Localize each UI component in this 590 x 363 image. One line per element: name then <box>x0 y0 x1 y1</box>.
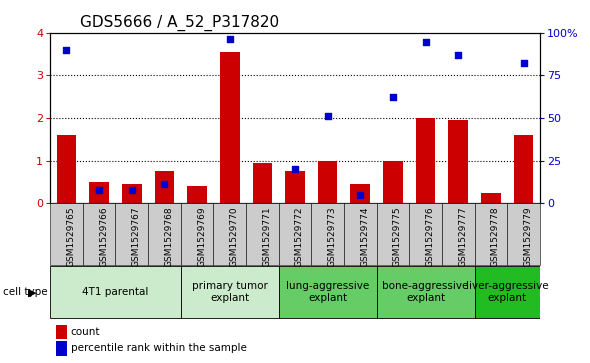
Bar <box>50 203 83 265</box>
Bar <box>187 186 207 203</box>
Text: GSM1529768: GSM1529768 <box>165 206 173 267</box>
Text: GSM1529779: GSM1529779 <box>523 206 533 267</box>
Text: count: count <box>71 327 100 337</box>
Bar <box>312 203 344 265</box>
Text: GSM1529769: GSM1529769 <box>197 206 206 267</box>
Bar <box>278 203 312 265</box>
Bar <box>57 135 76 203</box>
Bar <box>122 184 142 203</box>
Bar <box>181 266 278 318</box>
Bar <box>481 193 501 203</box>
Bar <box>220 52 240 203</box>
Bar <box>409 203 442 265</box>
Point <box>290 166 300 172</box>
Text: GDS5666 / A_52_P317820: GDS5666 / A_52_P317820 <box>80 15 278 31</box>
Text: GSM1529777: GSM1529777 <box>458 206 467 267</box>
Bar <box>350 184 370 203</box>
Text: bone-aggressive
explant: bone-aggressive explant <box>382 281 469 303</box>
Point <box>127 188 136 193</box>
Bar <box>83 203 116 265</box>
Text: GSM1529775: GSM1529775 <box>393 206 402 267</box>
Bar <box>116 203 148 265</box>
Bar <box>50 266 181 318</box>
Text: GSM1529774: GSM1529774 <box>360 206 369 267</box>
Bar <box>278 266 376 318</box>
Bar <box>376 266 474 318</box>
Bar <box>448 120 468 203</box>
Text: GSM1529771: GSM1529771 <box>263 206 271 267</box>
Bar <box>376 203 409 265</box>
Bar <box>416 118 435 203</box>
Point <box>323 113 332 119</box>
Text: 4T1 parental: 4T1 parental <box>82 287 149 297</box>
Text: liver-aggressive
explant: liver-aggressive explant <box>466 281 549 303</box>
Bar <box>89 182 109 203</box>
Bar <box>246 203 278 265</box>
Text: primary tumor
explant: primary tumor explant <box>192 281 268 303</box>
Point <box>62 47 71 53</box>
Text: GSM1529770: GSM1529770 <box>230 206 239 267</box>
Text: GSM1529778: GSM1529778 <box>491 206 500 267</box>
Text: lung-aggressive
explant: lung-aggressive explant <box>286 281 369 303</box>
Text: GSM1529776: GSM1529776 <box>425 206 435 267</box>
Bar <box>181 203 214 265</box>
Text: cell type: cell type <box>3 287 48 297</box>
Bar <box>383 160 403 203</box>
Bar <box>442 203 474 265</box>
Point <box>94 188 104 193</box>
Bar <box>507 203 540 265</box>
Bar <box>474 203 507 265</box>
Point <box>356 192 365 197</box>
Bar <box>285 171 305 203</box>
Text: GSM1529772: GSM1529772 <box>295 206 304 267</box>
Point <box>225 36 234 42</box>
Text: GSM1529773: GSM1529773 <box>327 206 337 267</box>
Text: percentile rank within the sample: percentile rank within the sample <box>71 343 247 354</box>
Text: GSM1529765: GSM1529765 <box>67 206 76 267</box>
Text: GSM1529766: GSM1529766 <box>99 206 108 267</box>
Bar <box>514 135 533 203</box>
Point <box>388 94 398 99</box>
Text: GSM1529767: GSM1529767 <box>132 206 141 267</box>
Point <box>421 39 430 45</box>
Text: ▶: ▶ <box>28 287 37 297</box>
Bar <box>253 163 272 203</box>
Point <box>454 52 463 58</box>
Bar <box>344 203 376 265</box>
Bar <box>474 266 540 318</box>
Point <box>160 181 169 187</box>
Bar <box>318 160 337 203</box>
Bar <box>148 203 181 265</box>
Bar <box>214 203 246 265</box>
Bar <box>155 171 174 203</box>
Point <box>519 60 528 65</box>
